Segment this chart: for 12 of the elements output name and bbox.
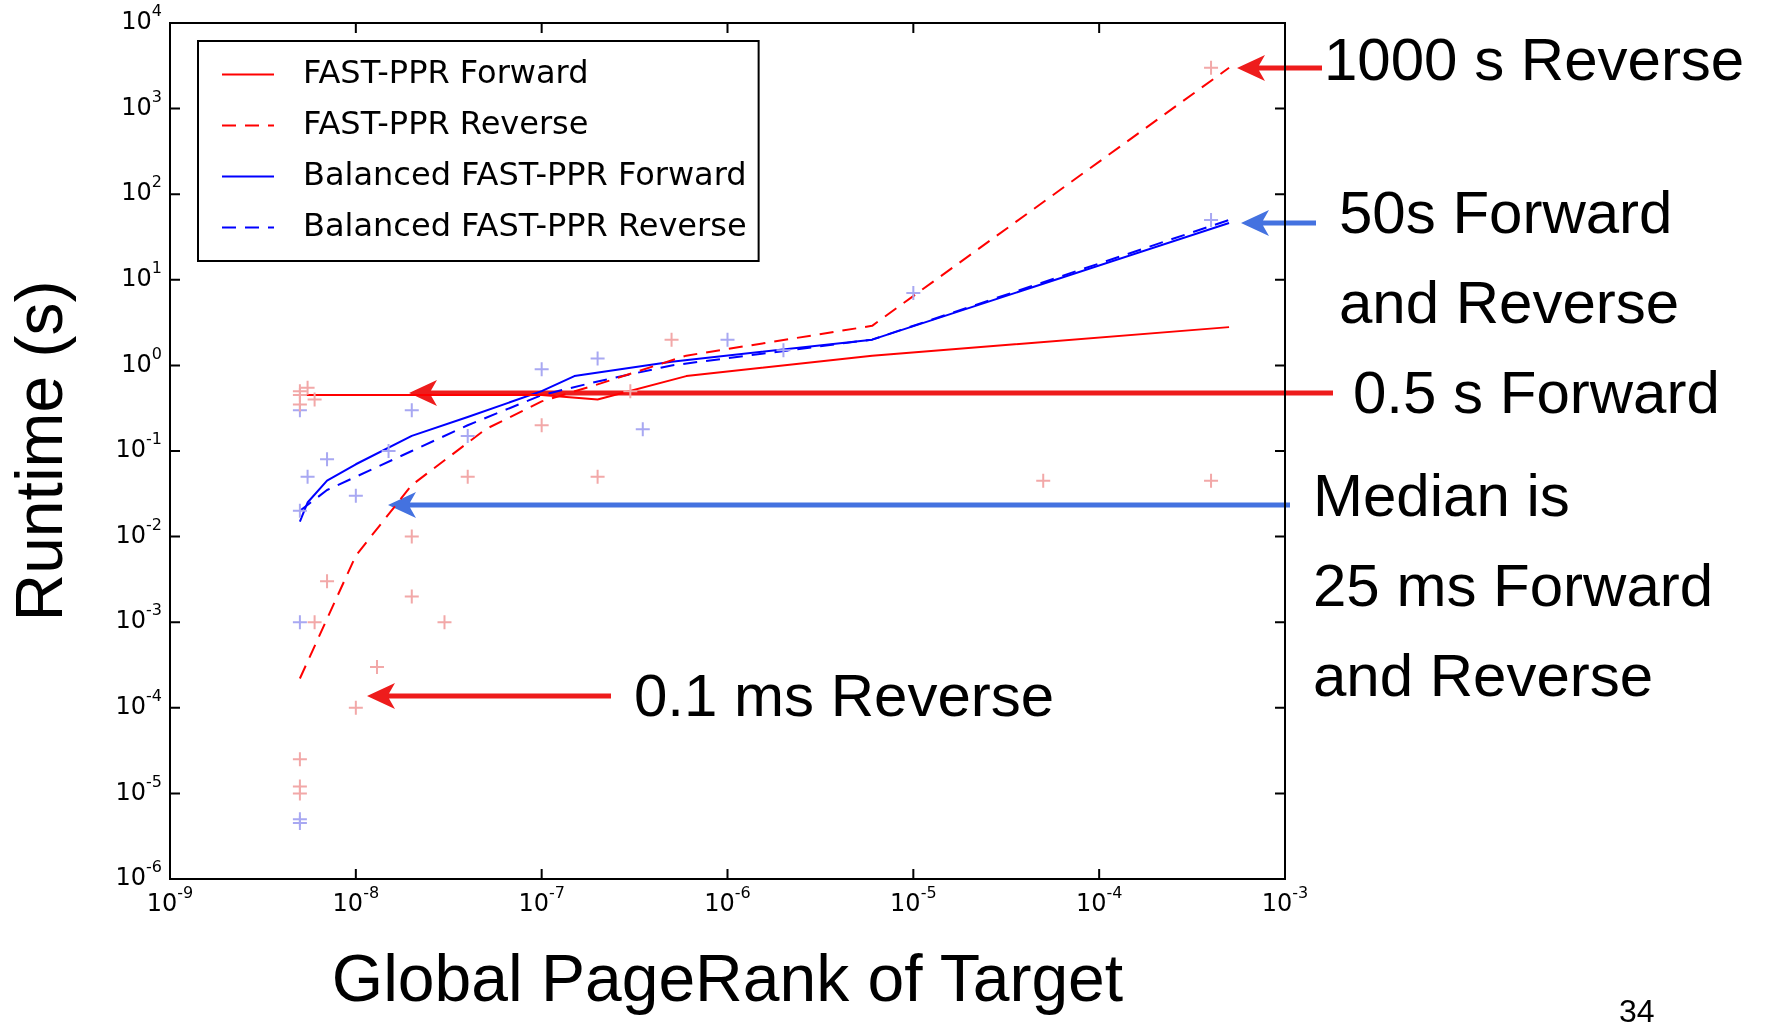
annotation: 0.1 ms Reverse (634, 661, 1055, 731)
text: 50s Forward and Reverse (1339, 178, 1680, 338)
legend-label: Balanced FAST-PPR Forward (303, 154, 747, 193)
legend-label: FAST-PPR Reverse (303, 103, 589, 142)
text: 0.5 s Forward (1353, 358, 1720, 428)
text: 1000 s Reverse (1324, 25, 1745, 95)
y-axis-title: Runtime (s) (1, 280, 76, 622)
legend-label: FAST-PPR Forward (303, 52, 589, 91)
x-axis-title: Global PageRank of Target (331, 940, 1124, 1015)
text: 34 (1619, 992, 1655, 1026)
text: Median is 25 ms Forward and Reverse (1313, 461, 1714, 711)
legend-label: Balanced FAST-PPR Reverse (303, 205, 747, 244)
